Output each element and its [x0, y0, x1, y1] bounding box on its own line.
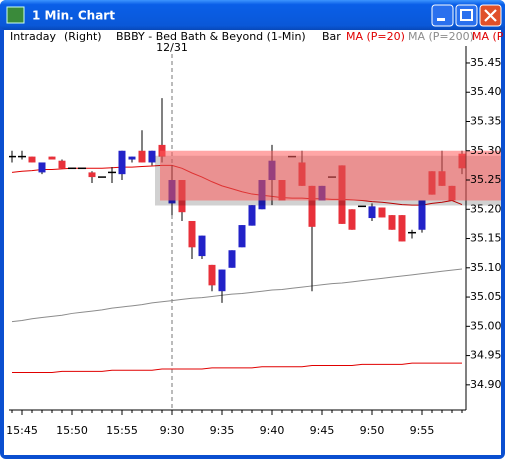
candle-body [148, 150, 156, 163]
candle-body [348, 209, 356, 230]
app-icon [6, 6, 25, 24]
ma-line [11, 268, 463, 323]
style-label: Bar [322, 30, 341, 43]
client-area [4, 30, 501, 455]
candle-body [28, 156, 36, 163]
y-tick-label: 35.35 [470, 114, 502, 127]
candle-body [58, 160, 66, 169]
date-label: 12/31 [156, 41, 188, 54]
ma-line [12, 362, 462, 374]
x-tick-label: 9:55 [410, 424, 435, 437]
candle-body [308, 185, 316, 227]
title-bar [0, 0, 505, 30]
candle-body [398, 215, 406, 242]
y-tick-label: 35.05 [470, 290, 502, 303]
candle-body [38, 162, 46, 173]
y-tick-label: 35.00 [470, 319, 502, 332]
y-tick-label: 35.30 [470, 144, 502, 157]
y-tick-label: 35.40 [470, 85, 502, 98]
candle-body [238, 225, 246, 248]
maximize-button[interactable] [455, 4, 478, 27]
candle-body [118, 150, 126, 175]
x-tick-label: 15:45 [6, 424, 38, 437]
candle-body [368, 206, 376, 219]
candle-body [48, 156, 56, 160]
candle-body [198, 235, 206, 257]
candle-body [378, 207, 386, 218]
candle-body [218, 269, 226, 292]
y-tick-label: 35.15 [470, 232, 502, 245]
minimize-button[interactable] [431, 4, 454, 27]
x-tick-label: 9:30 [160, 424, 185, 437]
highlight-zone [160, 150, 501, 201]
y-tick-label: 35.20 [470, 202, 502, 215]
candle-body [88, 172, 96, 178]
candle-body [388, 215, 396, 230]
candle-body [208, 264, 216, 286]
candle-body [228, 250, 236, 268]
y-tick-label: 35.25 [470, 173, 502, 186]
x-tick-label: 9:40 [260, 424, 285, 437]
x-tick-label: 15:55 [106, 424, 138, 437]
y-tick-label: 35.45 [470, 56, 502, 69]
y-tick-label: 34.90 [470, 378, 502, 391]
symbol-label: BBBY - Bed Bath & Beyond (1-Min) [116, 30, 306, 43]
x-tick-label: 15:50 [56, 424, 88, 437]
candle-body [248, 205, 256, 226]
window-title: 1 Min. Chart [32, 9, 115, 23]
candle-body [418, 200, 426, 230]
axis-side-label: (Right) [64, 30, 102, 43]
candle-body [128, 156, 136, 160]
legend-entry: MA (P=20) [346, 30, 405, 43]
close-button[interactable] [479, 4, 502, 27]
x-tick-label: 9:50 [360, 424, 385, 437]
y-tick-label: 35.10 [470, 261, 502, 274]
x-tick-label: 9:35 [210, 424, 235, 437]
period-label: Intraday [10, 30, 57, 43]
y-tick-label: 34.95 [470, 349, 502, 362]
legend-entry: MA (P=200) [408, 30, 474, 43]
candle-body [138, 150, 146, 163]
overlay-layer: 35.45 35.40 35.35 35.30 35.25 35.20 35.15 35.10… [6, 30, 504, 437]
legend-entry: MA (P [472, 30, 504, 43]
candle-body [188, 220, 196, 248]
x-tick-label: 9:45 [310, 424, 335, 437]
